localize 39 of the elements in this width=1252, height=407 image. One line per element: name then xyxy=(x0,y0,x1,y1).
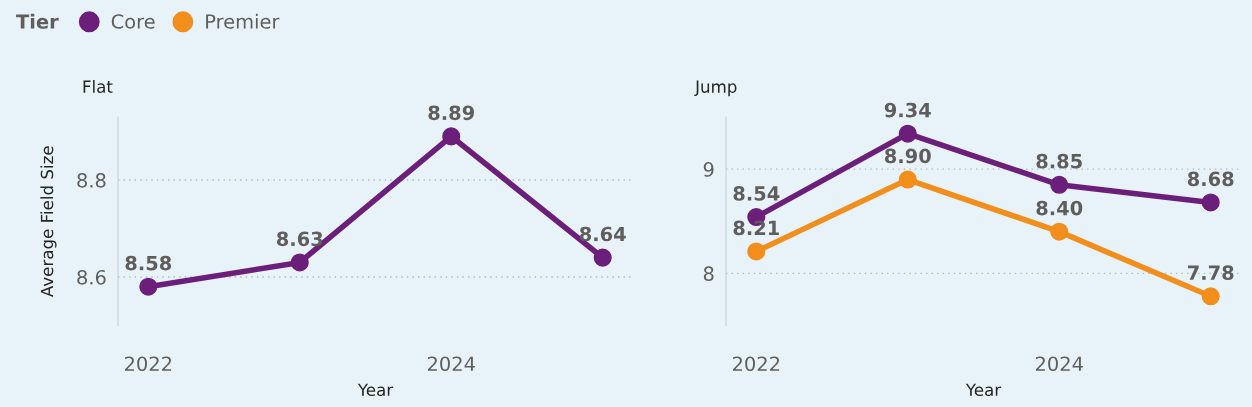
data-label: 8.85 xyxy=(1036,153,1082,169)
data-label: 7.78 xyxy=(1188,265,1234,281)
x-tick-label: 2022 xyxy=(124,356,172,372)
point xyxy=(1050,175,1069,194)
legend-label: Core xyxy=(111,14,155,29)
chart-title: Flat xyxy=(83,80,113,93)
point xyxy=(139,277,158,296)
y-tick-label: 8.6 xyxy=(77,269,106,285)
legend-label: Premier xyxy=(206,13,280,29)
point xyxy=(593,248,612,267)
x-axis-title: Year xyxy=(965,383,1002,397)
y-tick-label: 8 xyxy=(703,266,714,282)
y-tick-label: 9 xyxy=(703,162,714,177)
point xyxy=(747,242,766,261)
x-tick-label: 2022 xyxy=(732,356,780,372)
chart-title: Jump xyxy=(694,80,737,97)
point xyxy=(290,253,309,272)
y-tick-label: 8.8 xyxy=(77,172,106,188)
data-label: 8.21 xyxy=(733,220,779,236)
data-label: 8.58 xyxy=(125,255,172,271)
y-axis-title: Average Field Size xyxy=(40,146,57,297)
point xyxy=(442,127,461,146)
data-label: 8.54 xyxy=(733,186,780,201)
data-label: 8.40 xyxy=(1036,200,1083,216)
data-label: 9.34 xyxy=(884,102,931,118)
point xyxy=(898,124,917,143)
data-label: 8.89 xyxy=(428,105,474,121)
x-axis-title: Year xyxy=(357,383,394,397)
data-label: 8.63 xyxy=(276,231,323,247)
data-label: 8.90 xyxy=(884,148,931,164)
point xyxy=(898,170,917,189)
data-label: 8.68 xyxy=(1187,171,1234,187)
x-tick-label: 2024 xyxy=(427,356,475,372)
point xyxy=(1201,193,1220,212)
point xyxy=(1201,287,1220,306)
point xyxy=(1050,222,1069,241)
legend-title: Tier xyxy=(16,13,59,29)
x-tick-label: 2024 xyxy=(1035,356,1083,372)
data-label: 8.64 xyxy=(579,226,626,242)
